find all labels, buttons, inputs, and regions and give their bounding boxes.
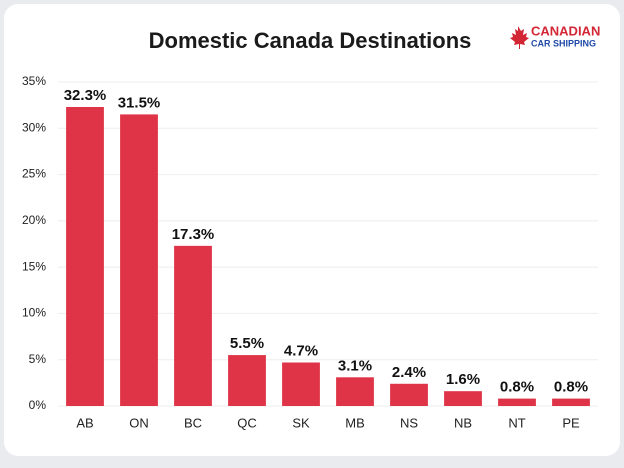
logo-text: CANADIAN xyxy=(531,23,600,38)
value-label: 2.4% xyxy=(392,364,426,381)
x-tick-label: MB xyxy=(345,415,365,430)
bar xyxy=(174,245,212,406)
y-tick-label: 15% xyxy=(22,259,46,273)
y-tick-label: 30% xyxy=(22,120,46,134)
y-tick-label: 20% xyxy=(22,213,46,227)
y-tick-label: 5% xyxy=(29,352,47,366)
y-tick-label: 10% xyxy=(22,306,46,320)
x-tick-label: QC xyxy=(237,415,257,430)
x-tick-label: PE xyxy=(562,415,580,430)
x-tick-label: AB xyxy=(76,415,93,430)
value-label: 1.6% xyxy=(446,371,480,388)
y-tick-label: 25% xyxy=(22,167,46,181)
x-tick-label: SK xyxy=(292,415,310,430)
value-label: 4.7% xyxy=(284,342,318,359)
value-label: 17.3% xyxy=(172,226,215,243)
value-label: 5.5% xyxy=(230,335,264,352)
y-tick-label: 35% xyxy=(22,74,46,88)
bar xyxy=(282,362,320,406)
value-label: 3.1% xyxy=(338,357,372,374)
bar xyxy=(498,398,536,406)
x-tick-label: NT xyxy=(508,415,525,430)
chart-title: Domestic Canada Destinations xyxy=(149,28,472,53)
logo-icon xyxy=(510,26,529,49)
value-label: 0.8% xyxy=(554,379,588,396)
y-tick-label: 0% xyxy=(29,398,47,412)
value-label: 0.8% xyxy=(500,379,534,396)
bar xyxy=(66,106,104,406)
x-tick-label: ON xyxy=(129,415,149,430)
bar xyxy=(336,377,374,406)
bar xyxy=(228,355,266,406)
x-tick-label: BC xyxy=(184,415,202,430)
logo-subtext: CAR SHIPPING xyxy=(531,38,596,48)
value-label: 32.3% xyxy=(64,87,107,104)
bar xyxy=(552,398,590,406)
bar xyxy=(120,114,158,407)
x-tick-label: NS xyxy=(400,415,418,430)
card xyxy=(4,4,620,456)
x-tick-label: NB xyxy=(454,415,472,430)
bar xyxy=(390,383,428,406)
value-label: 31.5% xyxy=(118,94,161,111)
bar xyxy=(444,391,482,406)
